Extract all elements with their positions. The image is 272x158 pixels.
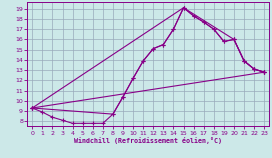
- X-axis label: Windchill (Refroidissement éolien,°C): Windchill (Refroidissement éolien,°C): [74, 137, 222, 144]
